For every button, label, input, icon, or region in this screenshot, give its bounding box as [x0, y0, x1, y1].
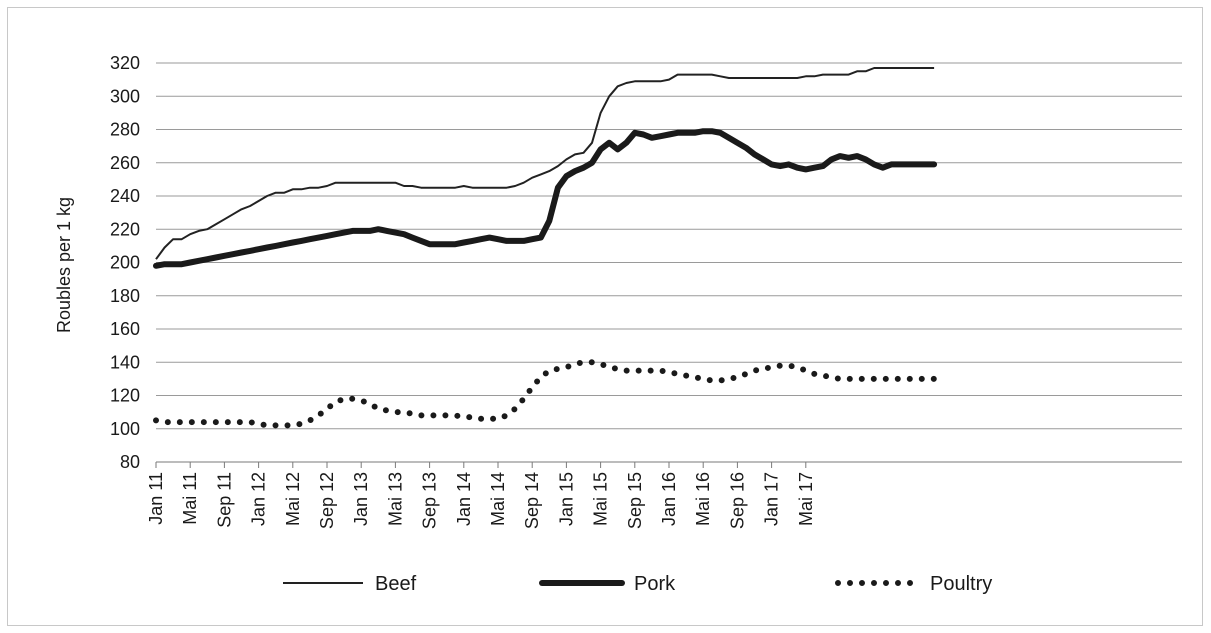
y-tick-label: 240 [110, 186, 140, 206]
x-tick-label: Sep 14 [522, 472, 542, 529]
x-tick-label: Mai 13 [385, 472, 405, 526]
y-axis-label: Roubles per 1 kg [54, 197, 74, 333]
x-tick-label: Mai 17 [796, 472, 816, 526]
series-line-pork [153, 128, 938, 269]
x-tick-label: Sep 11 [214, 472, 234, 528]
x-tick-label: Sep 16 [727, 472, 747, 529]
x-tick-label: Jan 14 [454, 472, 474, 526]
x-tick-label: Mai 12 [283, 472, 303, 526]
series-line-beef [155, 67, 935, 260]
x-tick-label: Sep 12 [317, 472, 337, 529]
y-axis-ticks: 80 100 120 140 160 180 200 220 240 260 280 300 320 [110, 53, 140, 472]
y-tick-label: 120 [110, 386, 140, 406]
x-tick-label: Mai 15 [591, 472, 611, 526]
y-tick-label: 200 [110, 253, 140, 273]
x-tick-label: Jan 13 [351, 472, 371, 526]
y-tick-label: 260 [110, 153, 140, 173]
x-tick-label: Jan 17 [762, 472, 782, 526]
x-tick-label: Jan 15 [556, 472, 576, 526]
y-tick-label: 180 [110, 286, 140, 306]
series-lines [153, 67, 938, 429]
x-tick-label: Jan 16 [659, 472, 679, 526]
legend-label-pork: Pork [634, 573, 676, 595]
x-tick-label: Mai 11 [180, 472, 200, 525]
x-tick-label: Mai 14 [488, 472, 508, 526]
y-tick-label: 320 [110, 53, 140, 73]
gridlines [156, 62, 1182, 463]
y-tick-label: 280 [110, 120, 140, 140]
x-tick-label: Sep 13 [420, 472, 440, 529]
y-tick-label: 100 [110, 419, 140, 439]
chart-frame [7, 7, 1203, 626]
y-tick-label: 220 [110, 219, 140, 239]
x-axis: Jan 11 Mai 11 Sep 11 Jan 12 Mai 12 Sep 12 Jan … [146, 461, 1182, 529]
legend: Beef Pork Poultry [283, 573, 992, 595]
y-tick-label: 160 [110, 319, 140, 339]
y-tick-label: 140 [110, 352, 140, 372]
series-line-poultry [153, 359, 938, 429]
x-tick-label: Sep 15 [625, 472, 645, 529]
legend-label-poultry: Poultry [930, 573, 992, 595]
x-tick-label: Jan 11 [146, 472, 166, 525]
legend-label-beef: Beef [375, 573, 417, 595]
x-tick-label: Jan 12 [249, 472, 269, 526]
y-tick-label: 300 [110, 86, 140, 106]
y-tick-label: 80 [120, 452, 140, 472]
x-tick-label: Mai 16 [693, 472, 713, 526]
